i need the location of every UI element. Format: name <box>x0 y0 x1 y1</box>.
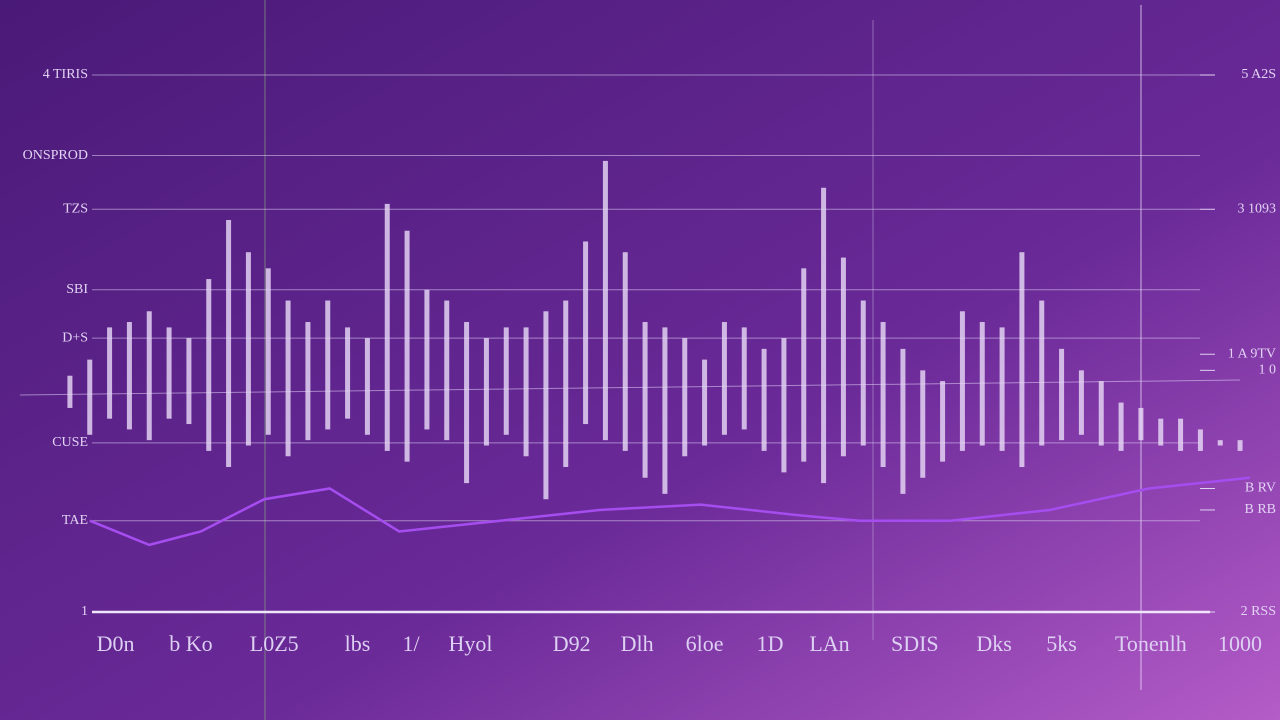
y2-tick-label: B RB <box>1244 502 1276 517</box>
x-tick-label: b Ko <box>169 631 212 656</box>
bar <box>404 230 410 462</box>
bar <box>424 289 430 430</box>
baseline <box>19 379 1241 396</box>
bar <box>1098 381 1104 446</box>
y2-tick-label: 1 A 9TV <box>1228 346 1276 361</box>
y-tick-label: D+S <box>62 330 88 345</box>
bar <box>880 322 886 468</box>
y-tick-label: SBI <box>66 282 88 297</box>
bar <box>523 327 529 457</box>
bar <box>920 370 926 478</box>
bar <box>1039 300 1045 446</box>
bar <box>1118 402 1124 451</box>
bar <box>384 203 390 451</box>
bar <box>1138 407 1144 441</box>
bar <box>483 338 489 446</box>
x-tick-label: 6loe <box>686 631 724 656</box>
bar <box>563 300 569 468</box>
bar <box>325 300 331 430</box>
bar <box>721 322 727 435</box>
y-tick-label: 1 <box>81 604 88 619</box>
bar <box>107 327 113 419</box>
bar <box>860 300 866 446</box>
y-tick-label: CUSE <box>52 435 88 450</box>
bar <box>702 359 708 446</box>
bar <box>245 252 251 446</box>
bar <box>682 338 688 457</box>
x-tick-label: 1D <box>757 631 784 656</box>
x-tick-label: Dlh <box>621 631 654 656</box>
bar <box>1078 370 1084 435</box>
bar <box>602 160 608 441</box>
bar <box>979 322 985 446</box>
x-tick-label: LAn <box>809 631 849 656</box>
bar <box>1059 348 1065 441</box>
bar <box>186 338 192 425</box>
x-tick-label: D92 <box>553 631 591 656</box>
bar <box>364 338 370 435</box>
x-tick-label: D0n <box>97 631 135 656</box>
x-tick-label: 1/ <box>402 631 420 656</box>
bar <box>781 338 787 473</box>
x-tick-label: lbs <box>345 631 371 656</box>
bar <box>226 219 232 468</box>
x-tick-label: Dks <box>976 631 1011 656</box>
y-tick-label: TZS <box>63 201 88 216</box>
x-tick-label: Tonenlh <box>1115 631 1187 656</box>
bar <box>166 327 172 419</box>
bar <box>821 187 827 484</box>
bar <box>900 348 906 494</box>
bar <box>1217 440 1223 446</box>
y2-tick-label: B RV <box>1245 481 1276 496</box>
y2-tick-label: 1 0 <box>1259 363 1277 378</box>
bar <box>622 252 628 451</box>
bar <box>801 268 807 462</box>
bar <box>999 327 1005 451</box>
bar <box>959 311 965 451</box>
x-tick-label: SDIS <box>891 631 939 656</box>
y2-tick-label: 3 1093 <box>1238 201 1277 216</box>
bar <box>642 322 648 478</box>
bar <box>741 327 747 430</box>
bar <box>146 311 152 441</box>
y2-tick-label: 2 RSS <box>1241 604 1276 619</box>
bar <box>285 300 291 457</box>
bar <box>1237 440 1243 451</box>
bar <box>87 359 93 435</box>
y-tick-label: TAE <box>62 513 88 528</box>
line-series <box>89 476 1251 547</box>
bar <box>305 322 311 441</box>
bar <box>583 241 589 425</box>
bar <box>1019 252 1025 468</box>
bar <box>1158 418 1164 446</box>
bar <box>662 327 668 494</box>
bar <box>265 268 271 435</box>
bar <box>503 327 509 435</box>
bar <box>67 375 73 408</box>
y2-tick-label: 5 A2S <box>1241 67 1276 82</box>
bar <box>840 257 846 457</box>
x-tick-label: 1000 <box>1218 631 1262 656</box>
bar <box>444 300 450 441</box>
bar <box>126 322 132 430</box>
bar <box>543 311 549 500</box>
bar <box>206 279 212 451</box>
x-tick-label: L0Z5 <box>250 631 299 656</box>
bar <box>464 322 470 484</box>
y-tick-label: ONSPROD <box>23 148 88 163</box>
bar <box>940 381 946 462</box>
bar <box>761 348 767 451</box>
x-tick-label: Hyol <box>449 631 493 656</box>
bar <box>1178 418 1184 451</box>
bar <box>1197 429 1203 451</box>
bar <box>345 327 351 419</box>
x-tick-label: 5ks <box>1046 631 1077 656</box>
y-tick-label: 4 TIRIS <box>43 67 88 82</box>
